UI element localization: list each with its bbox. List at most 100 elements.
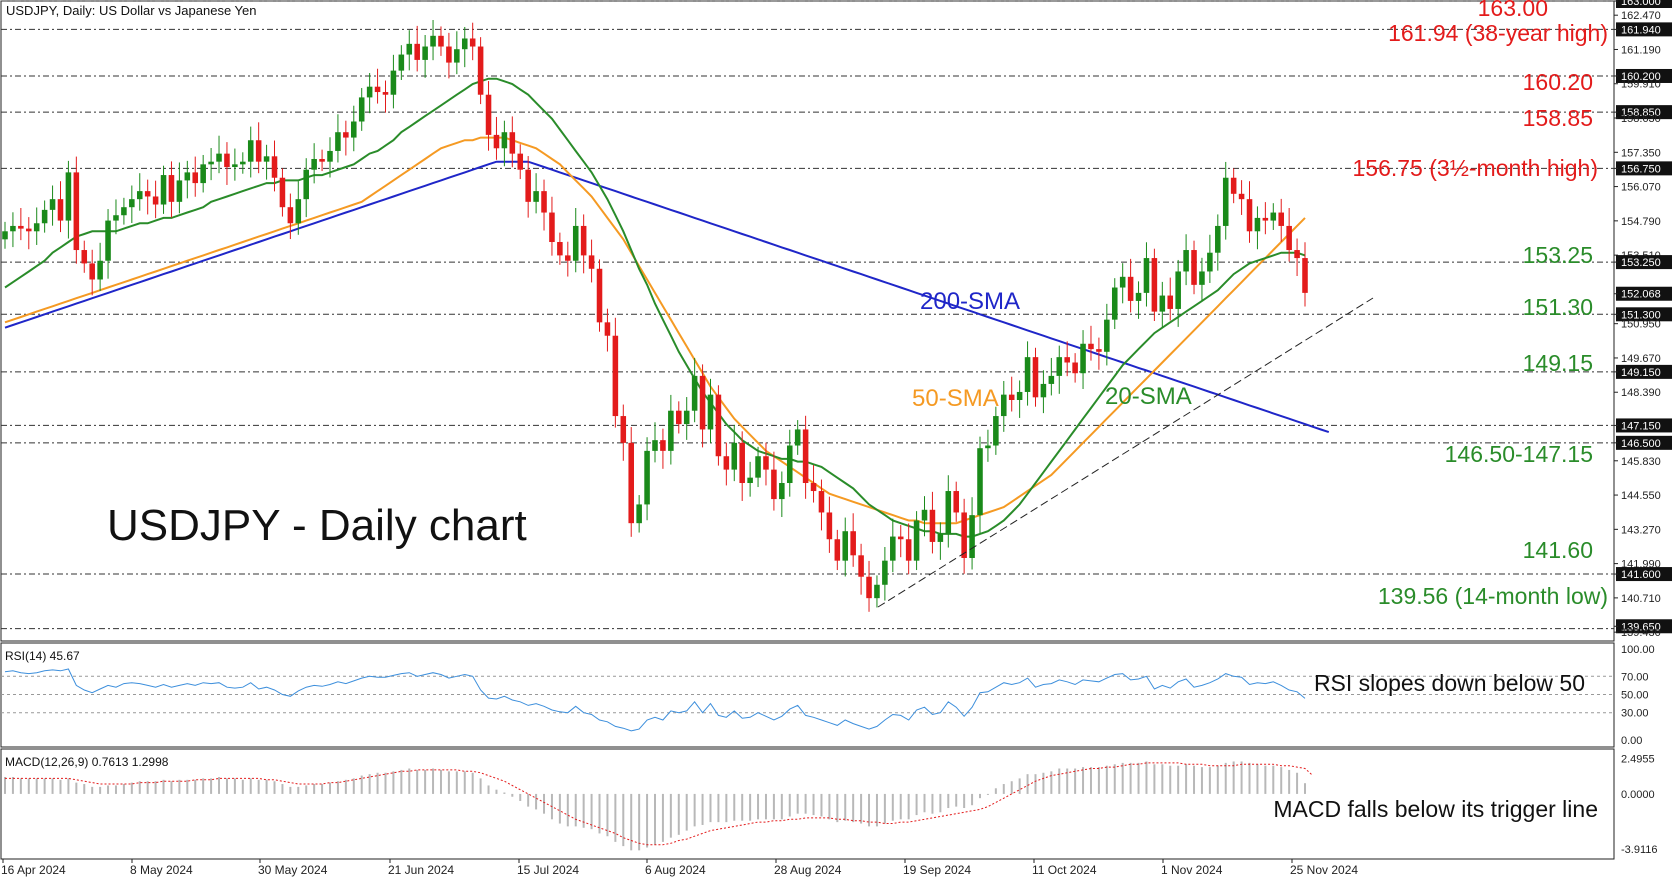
macd-histogram-bar [836, 793, 839, 823]
macd-histogram-bar [408, 768, 411, 794]
macd-histogram-bar [67, 778, 70, 794]
candle-body [168, 175, 175, 202]
candle-body [929, 509, 936, 542]
candle-body [255, 140, 262, 162]
macd-histogram-bar [27, 778, 30, 794]
macd-histogram-bar [1177, 765, 1180, 794]
candle-body [874, 584, 880, 599]
macd-histogram-bar [1026, 774, 1029, 794]
macd-histogram-bar [804, 793, 807, 814]
level-label-149-15: 149.15 [1523, 350, 1593, 376]
candle-body [129, 199, 135, 208]
macd-histogram-bar [1161, 764, 1164, 794]
macd-histogram-bar [1280, 767, 1283, 794]
candle-body [247, 140, 254, 162]
candle-body [81, 250, 88, 264]
macd-histogram-bar [321, 784, 324, 794]
candle-body [699, 375, 706, 430]
macd-histogram-bar [289, 786, 292, 794]
candle-body [691, 375, 698, 411]
macd-histogram-bar [590, 793, 593, 830]
level-label-139-56: 139.56 (14-month low) [1378, 583, 1608, 609]
candle-body [882, 560, 888, 585]
candle-body [1143, 258, 1150, 293]
candle-body [208, 161, 214, 165]
macd-histogram-bar [305, 785, 308, 794]
candle-body [469, 38, 476, 47]
candle-body [303, 169, 309, 200]
candle-body [1175, 271, 1181, 309]
macd-histogram-bar [725, 793, 728, 823]
price-tag [1616, 68, 1672, 83]
candle-body [826, 512, 833, 540]
candle-body [707, 394, 714, 430]
macd-label: MACD(12,26,9) 0.7613 1.2998 [5, 755, 169, 769]
candle-body [628, 442, 634, 524]
candle-body [501, 132, 508, 149]
macd-histogram-bar [186, 779, 189, 794]
macd-histogram-bar [1224, 762, 1227, 794]
y-tick-label: 143.270 [1621, 524, 1661, 536]
y-tick-label: 161.190 [1621, 44, 1661, 56]
macd-histogram-bar [772, 793, 775, 820]
rsi-label: RSI(14) 45.67 [5, 649, 80, 663]
macd-histogram-bar [860, 793, 863, 824]
macd-histogram-bar [535, 793, 538, 810]
candle-body [612, 335, 619, 417]
macd-histogram-bar [1082, 767, 1085, 794]
macd-histogram-bar [130, 782, 133, 794]
macd-histogram-bar [281, 784, 284, 794]
macd-histogram-bar [122, 784, 125, 794]
candle-body [216, 153, 222, 162]
macd-histogram-bar [51, 778, 54, 794]
x-tick-label: 28 Aug 2024 [774, 863, 842, 877]
macd-histogram-bar [971, 793, 974, 806]
candle-body [1222, 177, 1229, 226]
candle-body [1238, 193, 1245, 200]
candle-body [636, 504, 642, 524]
macd-histogram-bar [83, 784, 86, 794]
candle-body [438, 35, 444, 47]
macd-histogram-bar [4, 776, 6, 794]
candle-body [1270, 212, 1277, 221]
y-tick-label: 149.150 [1621, 367, 1661, 379]
candle-body [1056, 357, 1063, 376]
candle-body [517, 153, 524, 170]
macd-histogram-bar [1089, 767, 1092, 794]
x-tick-label: 16 Apr 2024 [1, 863, 66, 877]
macd-histogram-bar [162, 779, 165, 794]
macd-histogram-bar [994, 788, 997, 794]
macd-histogram-bar [225, 778, 228, 794]
candle-body [771, 469, 777, 500]
candle-body [1294, 250, 1300, 259]
candle-body [668, 410, 674, 451]
candle-body [461, 38, 468, 50]
macd-histogram-bar [1185, 764, 1188, 794]
macd-histogram-bar [75, 782, 78, 794]
candle-body [1040, 383, 1047, 398]
macd-histogram-bar [979, 793, 981, 799]
macd-histogram-bar [439, 769, 442, 794]
level-label-153-25: 153.25 [1523, 242, 1593, 268]
macd-histogram-bar [614, 793, 617, 842]
candle-body [200, 164, 206, 184]
candle-body [1088, 343, 1094, 350]
y-tick-label: 162.470 [1621, 10, 1661, 22]
y-tick-label: 156.070 [1621, 182, 1661, 194]
x-tick-label: 11 Oct 2024 [1032, 863, 1097, 877]
x-tick-label: 25 Nov 2024 [1290, 863, 1358, 877]
macd-histogram-bar [1232, 761, 1235, 794]
price-tag [1616, 161, 1672, 176]
macd-histogram-bar [598, 793, 601, 834]
sma20-line [4, 77, 1306, 538]
macd-histogram-bar [1240, 761, 1243, 794]
macd-histogram-bar [741, 793, 744, 821]
macd-histogram-bar [265, 779, 268, 794]
macd-histogram-bar [202, 778, 205, 794]
macd-histogram-bar [1050, 771, 1053, 794]
candle-body [232, 164, 238, 168]
macd-histogram-bar [138, 781, 141, 794]
macd-histogram-bar [1248, 762, 1251, 794]
macd-histogram-bar [543, 793, 546, 814]
